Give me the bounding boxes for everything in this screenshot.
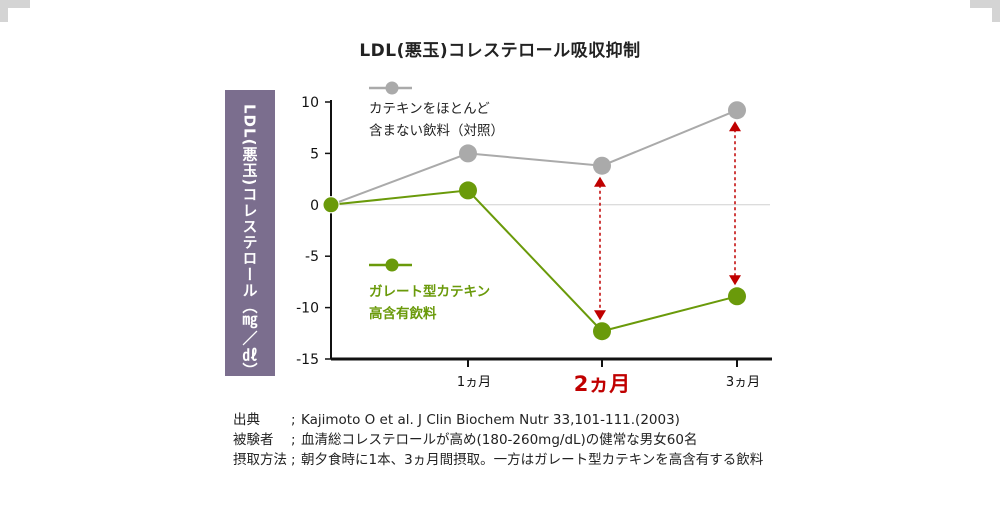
x-tick-label: 2ヵ月 [574,372,631,396]
arrow-head-up [729,121,741,132]
source-notes: 出典 ; Kajimoto O et al. J Clin Biochem Nu… [233,410,763,470]
arrow-head-up [594,176,606,187]
source-row: 出典 ; Kajimoto O et al. J Clin Biochem Nu… [233,410,763,430]
corner-decoration-right [970,0,1000,22]
control-data-point [459,144,477,163]
x-tick-label: 3ヵ月 [726,375,760,390]
y-tick-label: -5 [305,249,319,265]
subjects-colon: ; [291,432,296,448]
x-tick-label: 1ヵ月 [457,375,491,390]
subjects-label: 被験者 [233,432,274,448]
y-axis-label: LDL(悪玉)コレステロール（㎎／㎗） [240,104,259,379]
legend-marker [385,258,399,272]
method-row: 摂取方法 ; 朝夕食時に1本、3ヵ月間摂取。一方はガレート型カテキンを高含有する… [233,450,763,470]
y-axis-label-box: LDL(悪玉)コレステロール（㎎／㎗） [225,90,275,379]
control-data-point [593,156,611,175]
catechin-data-point [322,196,340,214]
catechin-data-point [459,181,477,200]
subjects-text: 血清総コレステロールが高め(180-260mg/dL)の健常な男女60名 [301,432,698,448]
y-tick-label: 5 [310,146,319,162]
subjects-row: 被験者 ; 血清総コレステロールが高め(180-260mg/dL)の健常な男女6… [233,430,763,450]
legend-label: 含まない飲料（対照） [369,123,504,139]
legend-label: 高含有飲料 [369,305,437,322]
method-text: 朝夕食時に1本、3ヵ月間摂取。一方はガレート型カテキンを高含有する飲料 [301,452,764,468]
corner-decoration-left [0,0,30,22]
method-colon: ; [291,452,296,468]
y-tick-label: 0 [310,198,319,214]
arrow-head-down [729,275,741,286]
catechin-data-point [728,287,746,306]
source-label: 出典 [233,412,260,428]
arrow-head-down [594,310,606,321]
control-data-point [728,101,746,120]
catechin-series-line [330,189,738,333]
method-label: 摂取方法 [233,452,287,468]
chart-title: LDL(悪玉)コレステロール吸収抑制 [359,41,641,61]
catechin-data-point [593,322,611,341]
legend-label: ガレート型カテキン [369,283,490,300]
control-series-line [330,109,738,206]
y-tick-label: 10 [301,95,319,111]
y-tick-label: -15 [296,352,319,368]
source-colon: ; [291,412,296,428]
legend-marker [385,81,399,95]
y-tick-label: -10 [296,301,319,317]
legend-label: カテキンをほとんど [369,101,490,117]
source-text: Kajimoto O et al. J Clin Biochem Nutr 33… [301,412,680,428]
